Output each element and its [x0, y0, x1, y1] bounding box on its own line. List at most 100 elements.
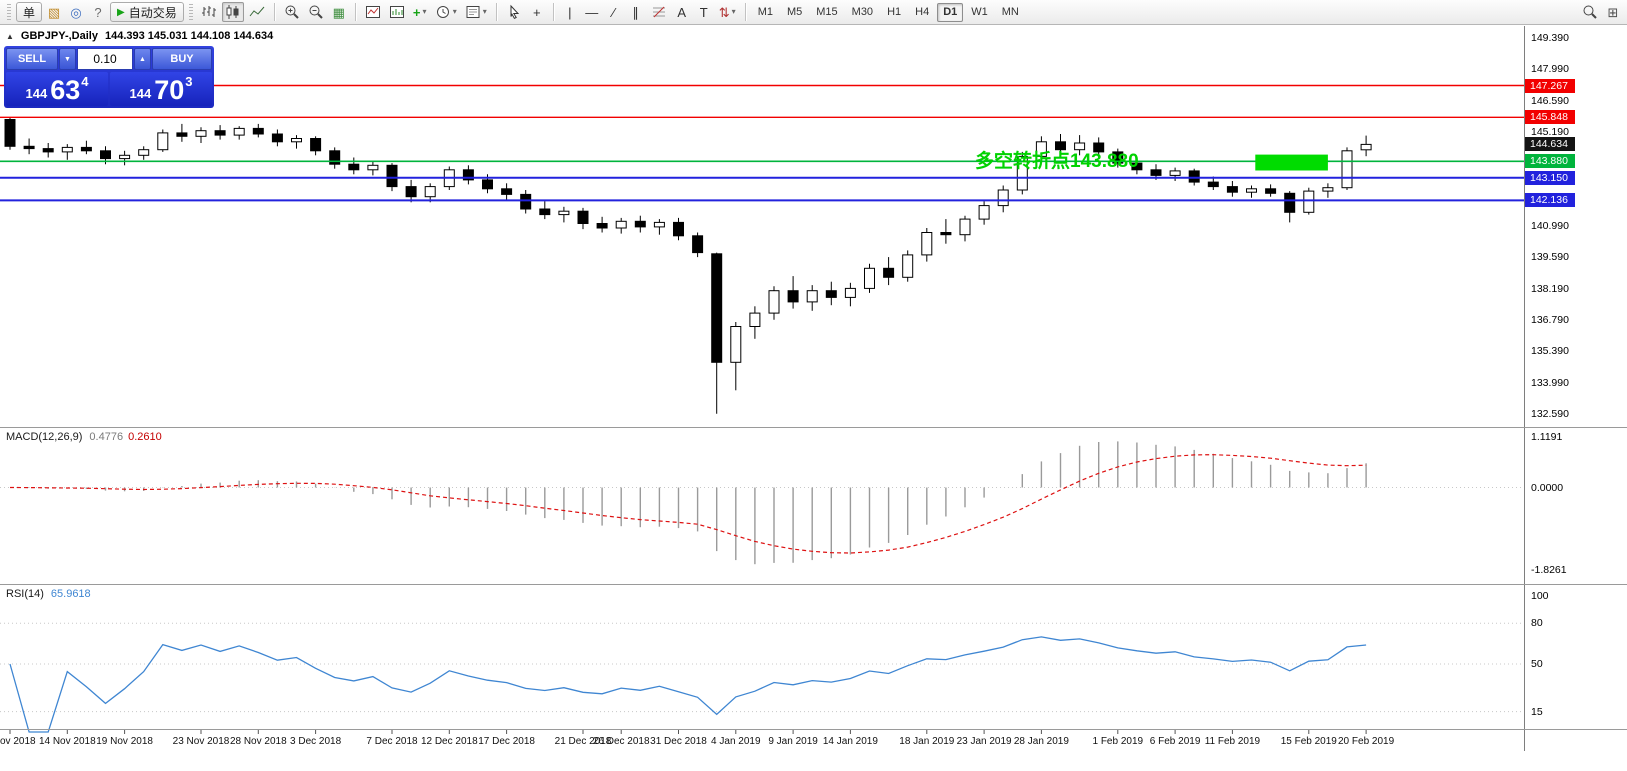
svg-text:23 Nov 2018: 23 Nov 2018: [173, 736, 230, 747]
svg-text:14 Jan 2019: 14 Jan 2019: [823, 736, 878, 747]
toolbar-separator: [354, 3, 356, 21]
objects-list-icon[interactable]: [386, 2, 408, 22]
svg-text:20 Feb 2019: 20 Feb 2019: [1338, 736, 1395, 747]
svg-text:9 Jan 2019: 9 Jan 2019: [768, 736, 818, 747]
new-order-button[interactable]: 单: [16, 2, 43, 22]
price-scale-label: 146.590: [1531, 94, 1569, 107]
svg-text:28 Jan 2019: 28 Jan 2019: [1014, 736, 1069, 747]
rsi-scale-label: 100: [1531, 590, 1549, 602]
panel-divider[interactable]: [0, 584, 1627, 585]
level-price-badge[interactable]: 143.150: [1525, 170, 1575, 185]
trendline-icon[interactable]: ∕: [612, 4, 615, 20]
timeframe-m30-button[interactable]: M30: [846, 3, 879, 22]
price-scale-label: 139.590: [1531, 251, 1569, 264]
autotrading-button[interactable]: ▶ 自动交易: [110, 2, 184, 22]
svg-text:12 Dec 2018: 12 Dec 2018: [421, 736, 478, 747]
rsi-scale-label: 15: [1531, 705, 1543, 718]
profiles-icon[interactable]: ◎: [70, 4, 82, 20]
search-icon[interactable]: [1579, 2, 1601, 22]
svg-text:17 Dec 2018: 17 Dec 2018: [478, 736, 535, 747]
svg-text:7 Dec 2018: 7 Dec 2018: [366, 736, 418, 747]
price-scale-label: 132.590: [1531, 408, 1569, 420]
timeframe-mn-button[interactable]: MN: [996, 3, 1025, 22]
price-scale-label: 135.390: [1531, 345, 1569, 358]
candlestick-chart-icon[interactable]: [221, 2, 244, 22]
svg-text:4 Jan 2019: 4 Jan 2019: [711, 736, 761, 747]
help-icon[interactable]: ?: [94, 4, 102, 20]
arrows-icon[interactable]: ⇅ ▾: [718, 4, 736, 20]
text-label-icon[interactable]: T: [699, 4, 708, 20]
toolbar-separator: [495, 3, 497, 21]
text-icon[interactable]: A: [677, 4, 687, 20]
price-scale-label: 147.990: [1531, 63, 1569, 76]
timeframe-h1-button[interactable]: H1: [881, 3, 907, 22]
timeframe-d1-button[interactable]: D1: [937, 2, 964, 22]
svg-text:18 Jan 2019: 18 Jan 2019: [899, 736, 954, 747]
svg-text:3 Dec 2018: 3 Dec 2018: [290, 736, 342, 747]
toolbar-separator: [273, 3, 275, 21]
new-chart-icon[interactable]: ▧: [47, 4, 61, 20]
lot-increase-button[interactable]: ▲: [134, 48, 151, 70]
timeframe-m1-button[interactable]: M1: [752, 3, 779, 22]
fibonacci-icon[interactable]: [648, 2, 670, 22]
svg-text:11 Feb 2019: 11 Feb 2019: [1205, 736, 1261, 747]
price-scale-label: 149.390: [1531, 32, 1569, 44]
svg-text:31 Dec 2018: 31 Dec 2018: [650, 736, 707, 747]
rsi-scale-label: 50: [1531, 658, 1543, 670]
sell-price-sup: 4: [81, 74, 89, 89]
price-scale-label: 138.190: [1531, 282, 1569, 295]
collapse-panel-icon[interactable]: ▲: [6, 31, 14, 41]
buy-price[interactable]: 144 70 3: [110, 72, 212, 106]
line-chart-icon[interactable]: [246, 2, 268, 22]
buy-price-sup: 3: [185, 74, 193, 89]
crosshair-icon[interactable]: +: [532, 4, 541, 20]
templates-icon[interactable]: ▾: [462, 2, 490, 22]
level-price-badge[interactable]: 142.136: [1525, 193, 1575, 208]
indicator-window-icon[interactable]: [362, 2, 384, 22]
bar-chart-icon[interactable]: [198, 2, 220, 22]
zoom-in-icon[interactable]: [281, 2, 303, 22]
periods-icon[interactable]: ▾: [432, 2, 460, 22]
timeframe-h4-button[interactable]: H4: [909, 3, 935, 22]
toolbar-separator: [744, 3, 746, 21]
svg-text:14 Nov 2018: 14 Nov 2018: [39, 736, 96, 747]
sell-price[interactable]: 144 63 4: [6, 72, 108, 106]
macd-scale-label: 0.0000: [1531, 481, 1564, 494]
svg-text:28 Nov 2018: 28 Nov 2018: [230, 736, 287, 747]
channel-icon[interactable]: ∥: [632, 4, 640, 20]
level-price-badge[interactable]: 147.267: [1525, 78, 1575, 93]
chart-header: ▲ GBPJPY-,Daily 144.393 145.031 144.108 …: [6, 30, 273, 42]
sell-price-big: 63: [50, 75, 81, 106]
level-price-badge[interactable]: 145.848: [1525, 110, 1575, 125]
svg-text:15 Feb 2019: 15 Feb 2019: [1281, 736, 1338, 747]
horizontal-line-icon[interactable]: —: [585, 4, 599, 20]
macd-main-value: 0.4776: [89, 431, 124, 443]
price-scale-label: 140.990: [1531, 220, 1569, 232]
cursor-icon[interactable]: [503, 2, 525, 22]
zoom-out-icon[interactable]: [305, 2, 327, 22]
vertical-line-icon[interactable]: |: [568, 4, 572, 20]
timeframe-w1-button[interactable]: W1: [965, 3, 994, 22]
rsi-label: RSI(14) 65.9618: [6, 588, 91, 600]
timeframe-m5-button[interactable]: M5: [781, 3, 808, 22]
macd-scale-label: 1.1191: [1531, 431, 1563, 443]
price-scale-label: 145.190: [1531, 126, 1569, 138]
buy-price-big: 70: [154, 75, 185, 106]
add-indicator-icon[interactable]: + ▾: [412, 4, 427, 20]
buy-button[interactable]: BUY: [152, 48, 212, 70]
rsi-name: RSI(14): [6, 588, 44, 600]
new-window-icon[interactable]: ⊞: [1607, 4, 1619, 20]
sell-button[interactable]: SELL: [6, 48, 58, 70]
tile-windows-icon[interactable]: ▦: [332, 4, 345, 20]
panel-divider[interactable]: [0, 427, 1627, 428]
rsi-scale-label: 80: [1531, 617, 1543, 630]
panel-divider[interactable]: [0, 729, 1627, 730]
lot-size-input[interactable]: [77, 48, 133, 70]
pivot-annotation[interactable]: 多空转折点143.880: [975, 151, 1139, 172]
timeframe-m15-button[interactable]: M15: [810, 3, 843, 22]
lot-decrease-button[interactable]: ▼: [59, 48, 76, 70]
level-price-badge[interactable]: 143.880: [1525, 154, 1575, 169]
price-scale[interactable]: 149.390 147.990 146.590 145.190 140.990 139.5…: [1524, 26, 1627, 751]
